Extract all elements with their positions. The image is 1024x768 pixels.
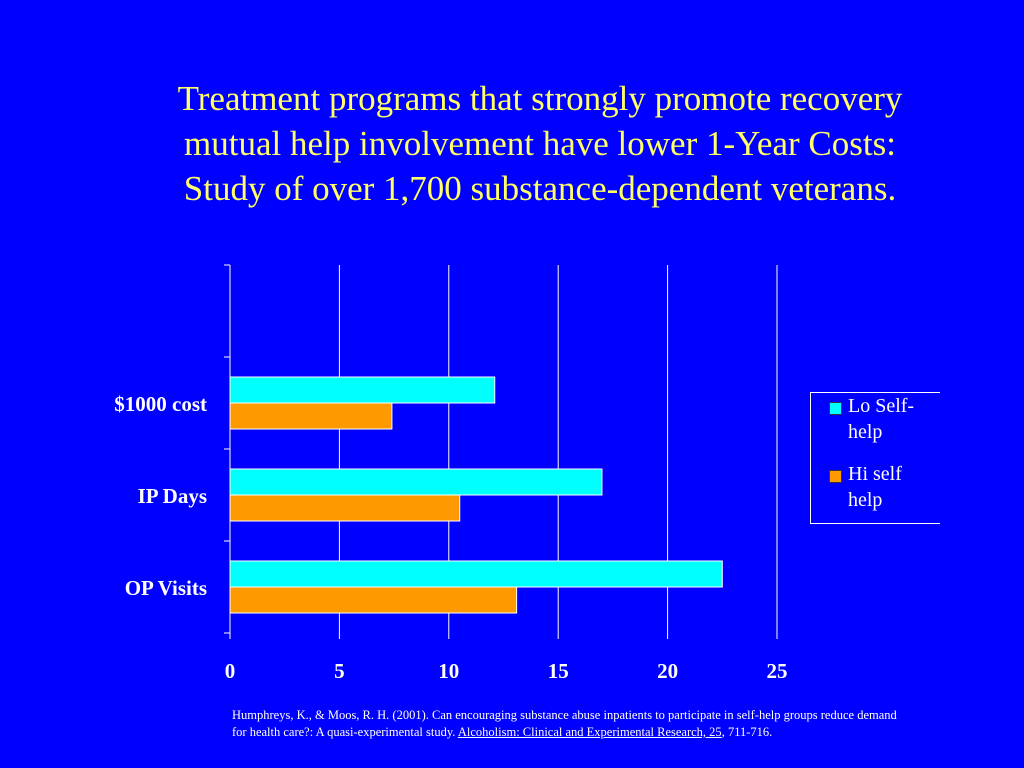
x-tick-label: 10 — [438, 659, 459, 683]
x-tick-label: 5 — [334, 659, 345, 683]
chart-title: Treatment programs that strongly promote… — [80, 76, 1000, 211]
bar-hi-self-help — [229, 494, 461, 522]
title-line-1: Treatment programs that strongly promote… — [177, 79, 903, 118]
x-tick-label: 25 — [767, 659, 788, 683]
bar-lo-self-help — [229, 376, 496, 404]
title-line-2: mutual help involvement have lower 1-Yea… — [184, 124, 896, 163]
x-tick-label: 20 — [657, 659, 678, 683]
citation-pages: , 711-716. — [721, 725, 773, 739]
category-label: OP Visits — [125, 576, 207, 600]
legend-label-lo-line2: help — [848, 421, 883, 443]
citation-text: Humphreys, K., & Moos, R. H. (2001). Can… — [232, 708, 897, 739]
citation-journal: Alcoholism: Clinical and Experimental Re… — [457, 725, 722, 739]
legend-label-hi: Hi self help — [848, 461, 948, 513]
legend-swatch-hi — [829, 470, 842, 483]
citation: Humphreys, K., & Moos, R. H. (2001). Can… — [232, 707, 912, 741]
legend-swatch-lo — [829, 402, 842, 415]
bar-lo-self-help — [229, 560, 723, 588]
legend-label-lo: Lo Self- help — [848, 393, 948, 445]
legend-label-lo-line1: Lo Self- — [848, 395, 915, 417]
category-label: IP Days — [138, 484, 207, 508]
legend-label-hi-line1: Hi self — [848, 463, 902, 485]
bar-lo-self-help — [229, 468, 603, 496]
category-label: $1000 cost — [114, 392, 207, 416]
bar-hi-self-help — [229, 586, 518, 614]
x-tick-label: 15 — [548, 659, 569, 683]
bar-hi-self-help — [229, 402, 393, 430]
title-line-3: Study of over 1,700 substance-dependent … — [183, 169, 897, 208]
legend-label-hi-line2: help — [848, 489, 883, 511]
chart-legend: Lo Self- help Hi self help — [810, 392, 940, 524]
x-tick-label: 0 — [225, 659, 236, 683]
